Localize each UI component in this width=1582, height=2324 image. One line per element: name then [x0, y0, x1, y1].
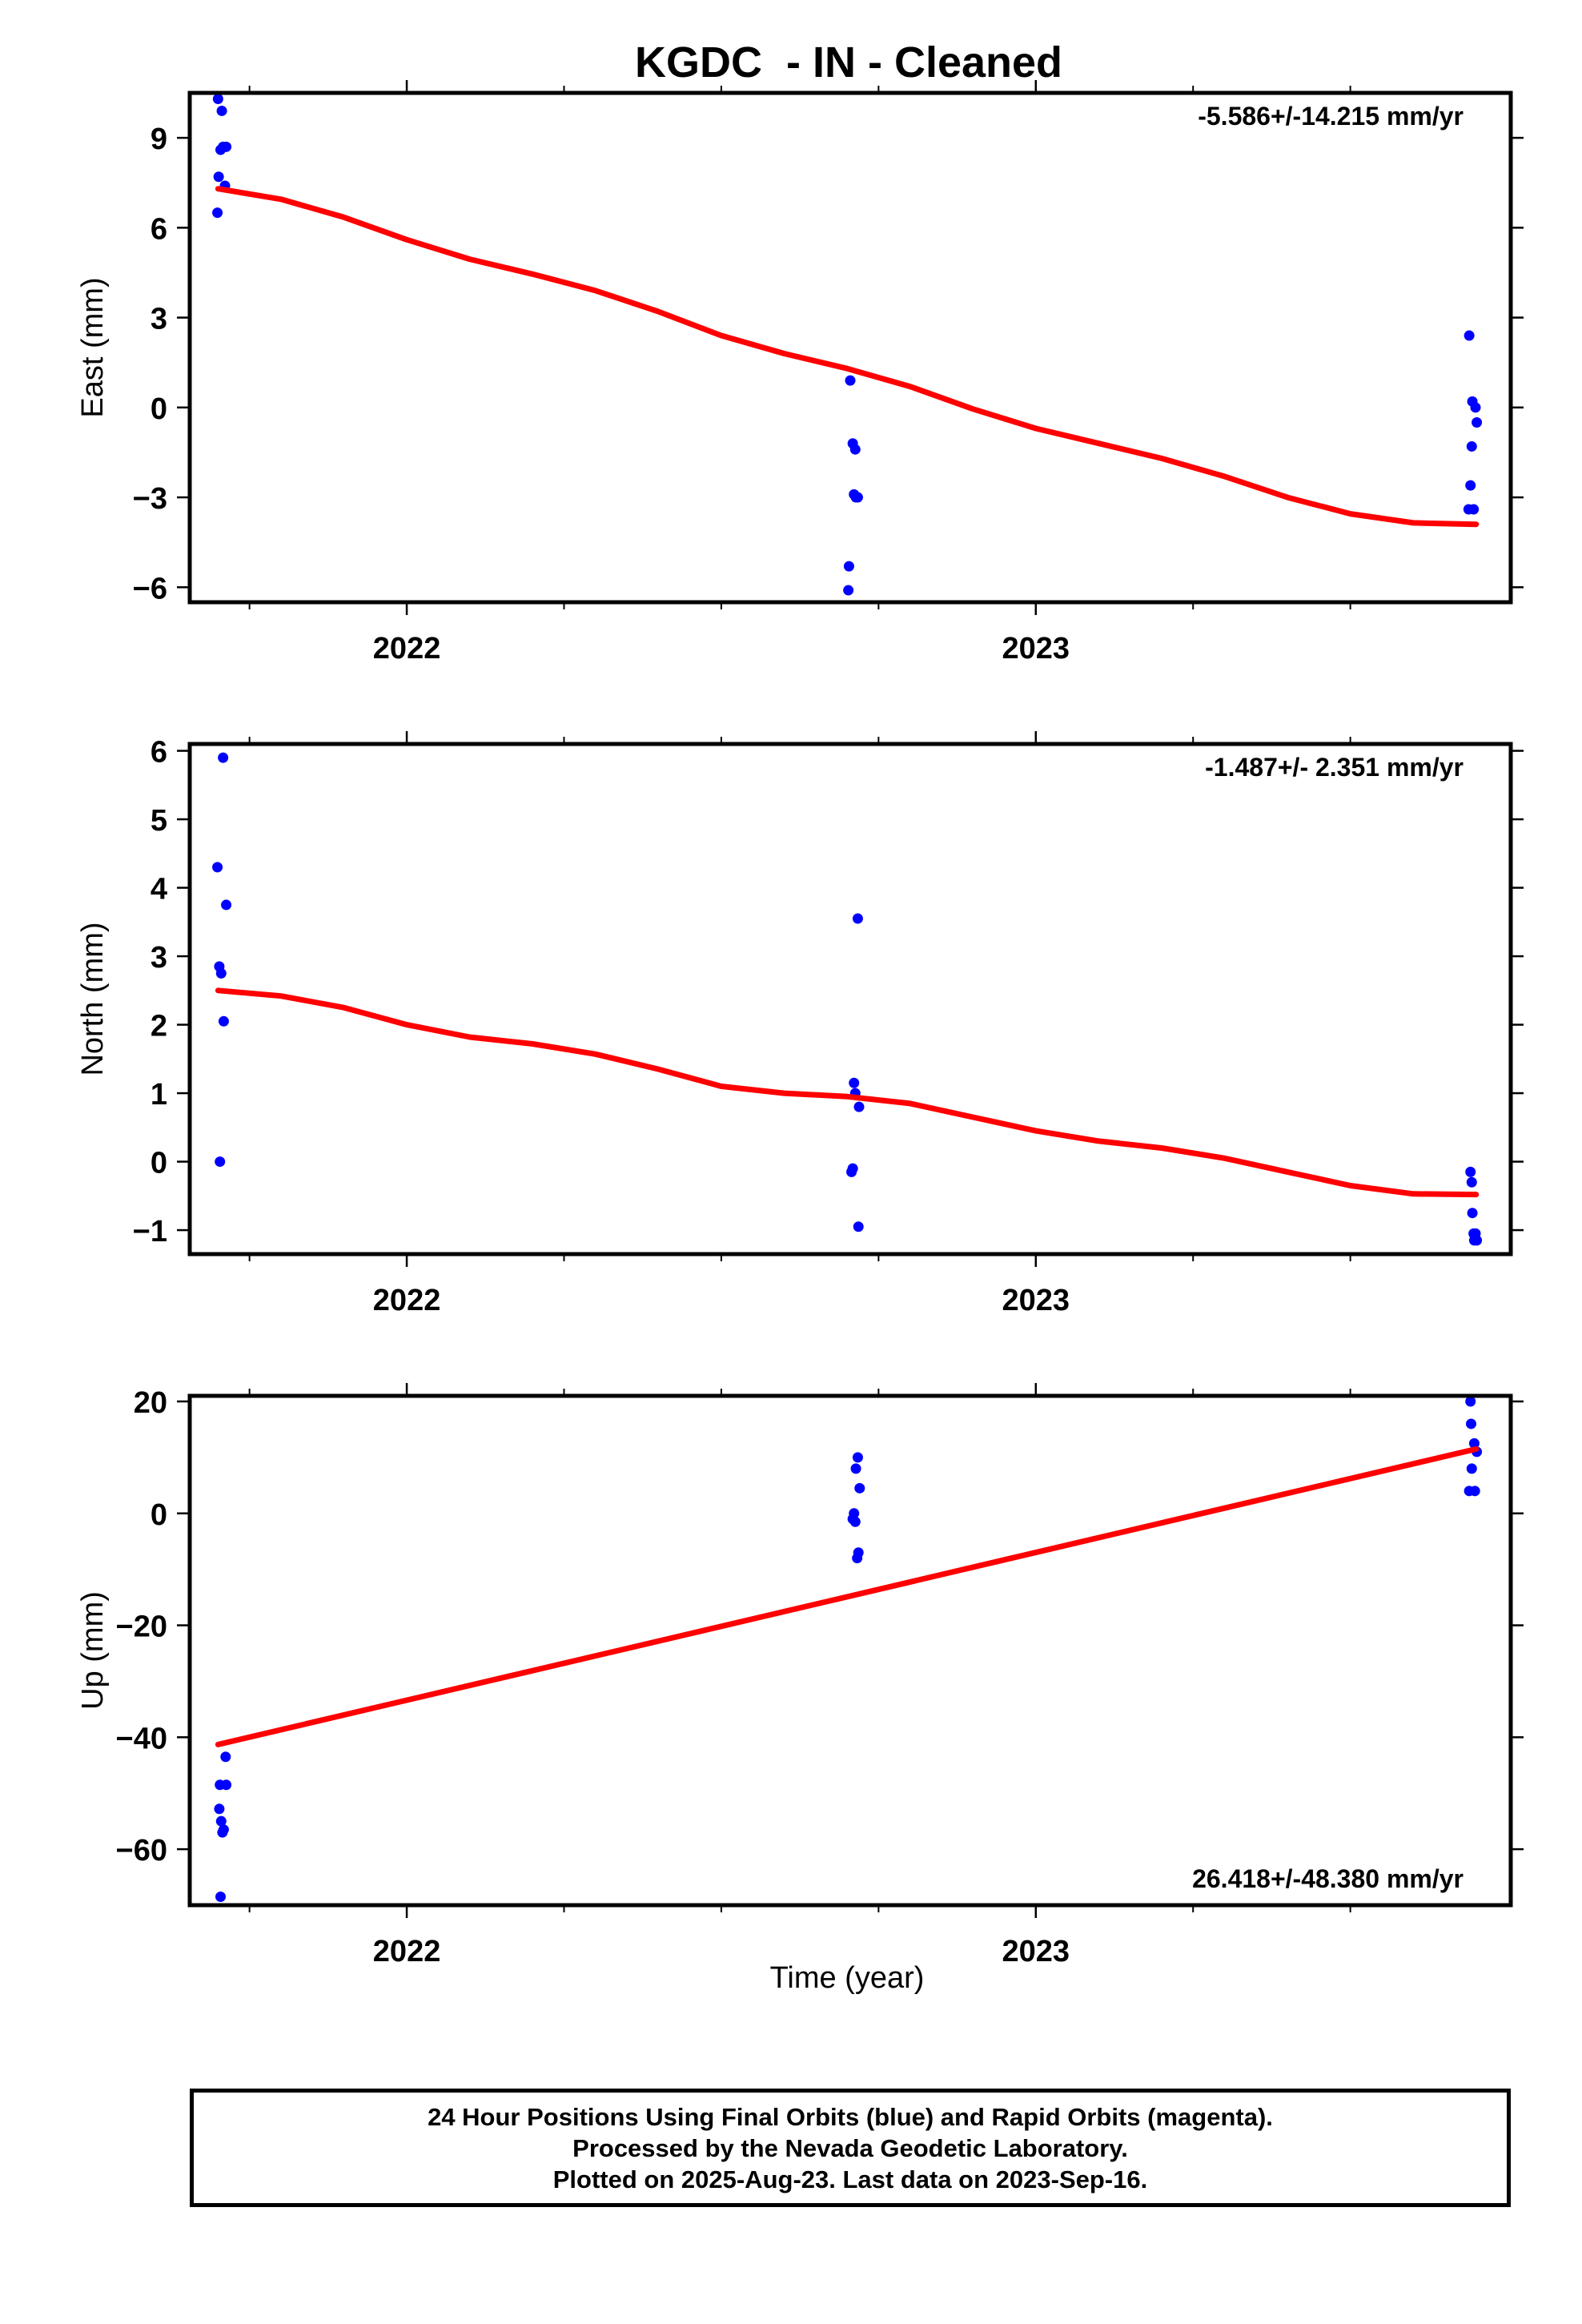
y-tick-label-north: −1 — [133, 1215, 167, 1248]
y-tick-label-north: 5 — [151, 804, 167, 838]
data-point-east — [1463, 504, 1474, 515]
figure-title: KGDC - IN - Cleaned — [635, 38, 1062, 86]
data-point-up — [220, 1751, 231, 1763]
y-tick-label-up: −20 — [116, 1610, 167, 1644]
y-tick-label-north: 0 — [151, 1147, 167, 1180]
x-tick-label-north: 2022 — [373, 1284, 441, 1317]
fit-line-up — [215, 1445, 1480, 1747]
data-point-north — [215, 967, 227, 979]
y-tick-label-east: −6 — [133, 572, 167, 605]
x-axis-label: Time (year) — [770, 1961, 925, 1995]
plot-frame-north — [187, 742, 1513, 1256]
data-point-up — [1469, 1486, 1480, 1497]
data-point-up — [1466, 1463, 1477, 1474]
rate-annotation-up: 26.418+/-48.380 mm/yr — [1192, 1864, 1464, 1893]
y-tick-label-east: 9 — [151, 123, 167, 156]
data-point-east — [1466, 440, 1477, 452]
data-point-north — [1472, 1235, 1483, 1246]
data-point-east — [852, 492, 863, 503]
y-axis-label-north: North (mm) — [76, 922, 110, 1076]
y-tick-label-east: −3 — [133, 482, 167, 516]
data-point-up — [850, 1463, 861, 1474]
data-point-north — [218, 752, 229, 763]
data-point-east — [849, 444, 861, 455]
plot-frame-up — [187, 1393, 1513, 1908]
data-point-up — [221, 1779, 232, 1791]
data-point-east — [1470, 402, 1481, 413]
y-tick-label-east: 6 — [151, 212, 167, 246]
data-point-up — [214, 1803, 225, 1815]
x-tick-label-up: 2022 — [373, 1935, 441, 1968]
data-point-up — [215, 1892, 226, 1903]
y-tick-label-north: 3 — [151, 941, 167, 975]
data-point-east — [212, 207, 223, 219]
rate-annotation-east: -5.586+/-14.215 mm/yr — [1198, 102, 1464, 131]
data-point-north — [1466, 1176, 1477, 1188]
data-point-north — [1465, 1166, 1476, 1177]
y-tick-label-up: −40 — [116, 1722, 167, 1755]
data-point-up — [1468, 1437, 1480, 1449]
data-point-up — [852, 1452, 863, 1463]
y-tick-label-north: 1 — [151, 1078, 167, 1112]
y-tick-label-east: 3 — [151, 303, 167, 336]
data-point-up — [215, 1815, 227, 1827]
y-tick-label-up: −60 — [116, 1834, 167, 1868]
data-point-east — [845, 375, 856, 386]
plot-frame-east — [187, 90, 1513, 605]
fit-line-north — [215, 987, 1480, 1198]
y-tick-label-north: 2 — [151, 1010, 167, 1043]
data-point-up — [854, 1482, 865, 1494]
data-point-east — [843, 585, 854, 596]
data-point-north — [853, 1221, 864, 1232]
data-point-east — [843, 561, 854, 572]
x-tick-label-north: 2023 — [1002, 1284, 1070, 1317]
data-point-north — [849, 1077, 860, 1088]
panel-up: −60 −40 −20 0 20 2022 2023 Up (mm) 26.418+/-48.3… — [76, 1383, 1524, 1968]
data-point-north — [852, 913, 863, 924]
data-point-east — [213, 171, 224, 183]
y-axis-label-east: East (mm) — [76, 277, 110, 417]
data-point-up — [1465, 1396, 1476, 1407]
x-tick-label-east: 2022 — [373, 632, 441, 665]
data-point-east — [1464, 330, 1475, 341]
data-point-north — [218, 1015, 229, 1027]
y-axis-label-up: Up (mm) — [76, 1591, 110, 1710]
data-point-up — [852, 1553, 863, 1564]
data-point-east — [212, 93, 223, 104]
data-point-up — [1466, 1418, 1476, 1429]
data-point-north — [215, 1156, 226, 1168]
data-point-north — [846, 1166, 857, 1177]
y-tick-label-east: 0 — [151, 392, 167, 426]
footer-box: 24 Hour Positions Using Final Orbits (bl… — [190, 2089, 1511, 2207]
footer-line-3: Plotted on 2025-Aug-23. Last data on 202… — [552, 2165, 1148, 2193]
data-point-up — [217, 1827, 228, 1838]
y-tick-label-north: 6 — [151, 736, 167, 770]
data-point-north — [1467, 1208, 1478, 1219]
fit-line-east — [215, 186, 1480, 528]
data-point-east — [1472, 417, 1483, 428]
x-tick-label-east: 2023 — [1002, 632, 1070, 665]
data-point-north — [212, 862, 223, 873]
footer-line-2: Processed by the Nevada Geodetic Laborat… — [572, 2133, 1128, 2162]
data-point-east — [216, 105, 227, 116]
x-tick-label-up: 2023 — [1002, 1935, 1070, 1968]
y-tick-label-up: 0 — [151, 1498, 167, 1532]
panel-east: −6 −3 0 3 6 9 2022 2023 East (mm) -5.586+/-14.215… — [76, 80, 1524, 665]
y-tick-label-up: 20 — [134, 1386, 167, 1420]
data-point-north — [221, 899, 232, 911]
data-point-east — [1465, 480, 1476, 491]
data-point-north — [853, 1101, 865, 1112]
footer-line-1: 24 Hour Positions Using Final Orbits (bl… — [428, 2102, 1273, 2131]
data-point-up — [847, 1514, 858, 1525]
data-point-east — [221, 141, 232, 152]
rate-annotation-north: -1.487+/- 2.351 mm/yr — [1205, 753, 1464, 782]
y-tick-label-north: 4 — [151, 873, 167, 907]
panel-north: −1 0 1 2 3 4 5 6 2022 2023 North (mm) -1.487+/- 2.3… — [76, 731, 1524, 1317]
